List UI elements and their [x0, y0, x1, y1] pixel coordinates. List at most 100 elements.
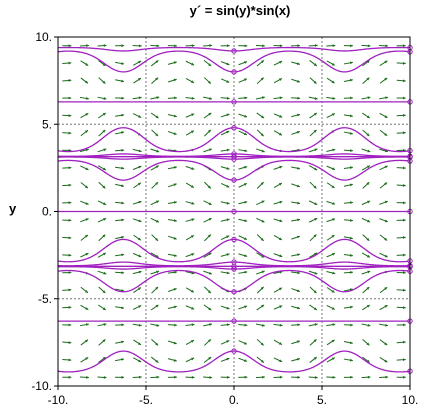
field-arrow: [343, 96, 353, 100]
field-arrow: [379, 129, 388, 137]
field-arrow: [326, 60, 335, 66]
field-arrow: [132, 148, 142, 153]
field-arrow: [115, 358, 125, 362]
field-arrow: [185, 60, 195, 66]
field-arrow: [62, 201, 72, 205]
field-arrow: [273, 44, 283, 48]
field-arrow: [308, 323, 318, 327]
field-arrow: [203, 148, 213, 153]
field-arrow: [115, 340, 125, 344]
field-arrow: [97, 270, 107, 275]
field-arrow: [343, 375, 353, 379]
field-arrow: [203, 375, 213, 379]
field-arrow: [150, 304, 159, 311]
field-arrow: [185, 234, 195, 241]
field-arrow: [396, 184, 406, 187]
x-tick-label: -5.: [139, 393, 153, 407]
y-tick-label: -5.: [38, 292, 52, 306]
field-arrow: [256, 338, 265, 346]
field-arrow: [185, 323, 195, 327]
field-arrow: [167, 201, 177, 205]
field-arrow: [343, 236, 353, 240]
field-arrow: [396, 375, 406, 379]
field-arrow: [379, 60, 388, 67]
field-arrow: [255, 270, 265, 275]
field-arrow: [326, 44, 336, 48]
field-arrow: [151, 338, 159, 346]
y-tick-label: 10.: [35, 30, 52, 44]
field-arrow: [185, 77, 195, 84]
initial-point-marker: [231, 236, 237, 243]
field-arrow: [167, 44, 177, 48]
field-arrow: [256, 112, 265, 119]
field-arrow: [98, 181, 106, 189]
field-arrow: [291, 357, 301, 362]
field-arrow: [291, 78, 301, 83]
field-arrow: [62, 114, 72, 118]
field-arrow: [343, 201, 353, 205]
solution-curve: [57, 236, 413, 264]
field-arrow: [255, 44, 265, 48]
field-arrow: [361, 148, 371, 153]
field-arrow: [62, 288, 72, 292]
field-arrow: [167, 305, 177, 310]
field-arrow: [115, 96, 125, 100]
field-arrow: [238, 357, 248, 362]
field-arrow: [151, 77, 159, 85]
field-arrow: [220, 271, 230, 275]
field-arrow: [362, 339, 370, 346]
field-arrow: [238, 61, 248, 66]
field-arrow: [273, 323, 283, 327]
field-arrow: [151, 234, 159, 242]
field-arrow: [115, 113, 125, 117]
field-arrow: [326, 148, 336, 152]
field-arrow: [273, 375, 283, 379]
field-arrow: [238, 44, 248, 48]
field-arrow: [343, 271, 353, 274]
field-arrow: [309, 304, 318, 311]
field-arrow: [379, 339, 388, 346]
field-arrow: [167, 218, 177, 222]
field-arrow: [151, 181, 159, 189]
field-arrow: [98, 77, 106, 84]
field-arrow: [115, 44, 125, 48]
field-arrow: [396, 271, 406, 275]
field-arrow: [203, 59, 212, 67]
field-arrow: [62, 44, 72, 48]
field-arrow: [273, 305, 283, 310]
field-arrow: [309, 234, 317, 242]
field-arrow: [62, 183, 72, 187]
field-arrow: [220, 253, 230, 257]
field-arrow: [167, 253, 177, 257]
field-arrow: [62, 79, 72, 82]
field-arrow: [132, 113, 142, 118]
field-arrow: [309, 165, 318, 171]
field-arrow: [185, 375, 195, 379]
solution-curve: [57, 125, 413, 154]
field-arrow: [273, 77, 283, 84]
field-arrow: [343, 305, 353, 309]
field-arrow: [379, 286, 388, 294]
field-arrow: [203, 200, 212, 206]
field-arrow: [256, 181, 264, 189]
solution-curve: [58, 208, 413, 215]
field-arrow: [203, 96, 213, 100]
field-arrow: [361, 44, 371, 48]
field-arrow: [343, 323, 353, 327]
field-arrow: [238, 165, 248, 170]
field-arrow: [97, 44, 107, 48]
field-arrow: [273, 96, 283, 100]
field-arrow: [238, 218, 248, 223]
initial-point-marker: [231, 177, 237, 183]
field-arrow: [396, 61, 406, 65]
field-arrow: [150, 217, 160, 223]
field-arrow: [379, 182, 388, 189]
field-arrow: [80, 339, 89, 346]
x-tick-label: -10.: [48, 393, 69, 407]
field-arrow: [167, 358, 177, 362]
field-arrow: [133, 77, 142, 84]
field-arrow: [273, 165, 283, 170]
field-arrow: [204, 129, 212, 137]
field-arrow: [167, 340, 177, 345]
field-arrow: [204, 181, 212, 189]
